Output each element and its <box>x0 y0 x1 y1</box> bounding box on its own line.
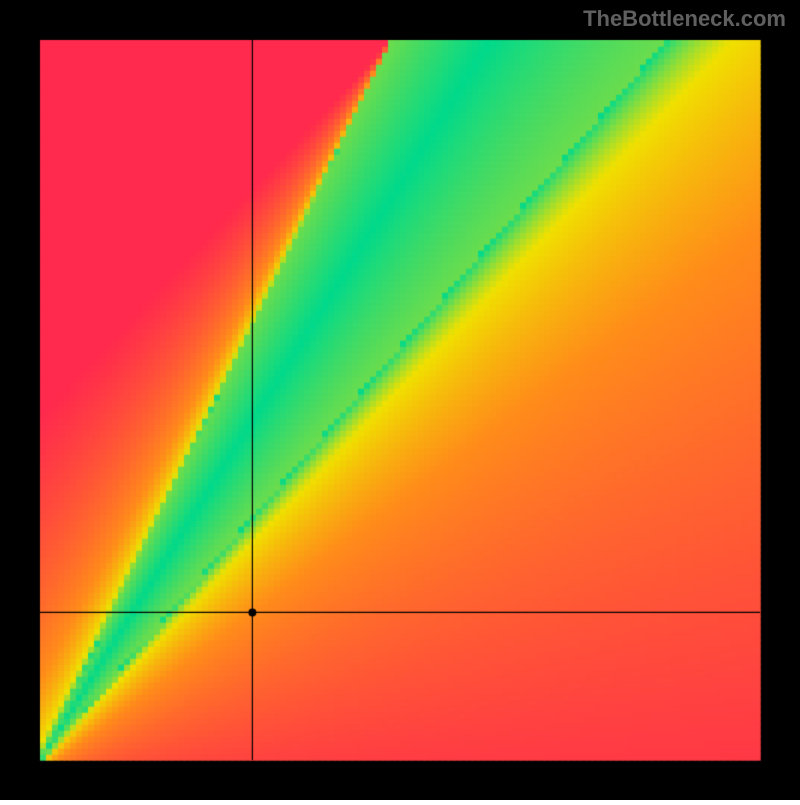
bottleneck-heatmap-canvas <box>0 0 800 800</box>
bottleneck-heatmap-container <box>0 0 800 800</box>
